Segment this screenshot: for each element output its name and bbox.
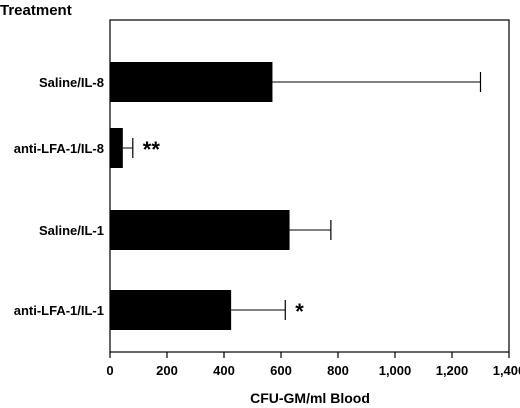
x-tick-label-4: 600: [270, 363, 292, 378]
bars-layer: [110, 62, 290, 330]
x-tick-label-2: 200: [156, 363, 178, 378]
bar-4: [110, 290, 232, 330]
bar-1: [110, 62, 273, 102]
x-tick-label-6: 1,000: [379, 363, 412, 378]
significance-marker-2: **: [143, 137, 161, 162]
chart-title: Treatment: [0, 2, 72, 19]
category-label-4: anti-LFA-1/IL-1: [14, 303, 104, 318]
plot-frame: [109, 19, 510, 353]
x-tick-label-3: 400: [213, 363, 235, 378]
category-label-3: Saline/IL-1: [39, 223, 104, 238]
x-tick-label-8: 1,400: [493, 363, 520, 378]
annotations-layer: ***: [143, 137, 304, 324]
bar-3: [110, 210, 290, 250]
error-bars-layer: [122, 72, 482, 320]
x-axis-label: CFU-GM/ml Blood: [250, 390, 370, 406]
category-label-1: Saline/IL-8: [39, 75, 104, 90]
bar-2: [110, 128, 123, 168]
x-axis-ticks-layer: 0 200 400 600 800 1,000 1,200 1,400: [106, 352, 520, 378]
x-tick-label-7: 1,200: [436, 363, 469, 378]
significance-marker-4: *: [295, 299, 304, 324]
category-label-2: anti-LFA-1/IL-8: [14, 141, 104, 156]
x-tick-label-1: 0: [106, 363, 113, 378]
category-labels-layer: Saline/IL-8 anti-LFA-1/IL-8 Saline/IL-1 ant…: [14, 75, 104, 318]
x-tick-label-5: 800: [327, 363, 349, 378]
